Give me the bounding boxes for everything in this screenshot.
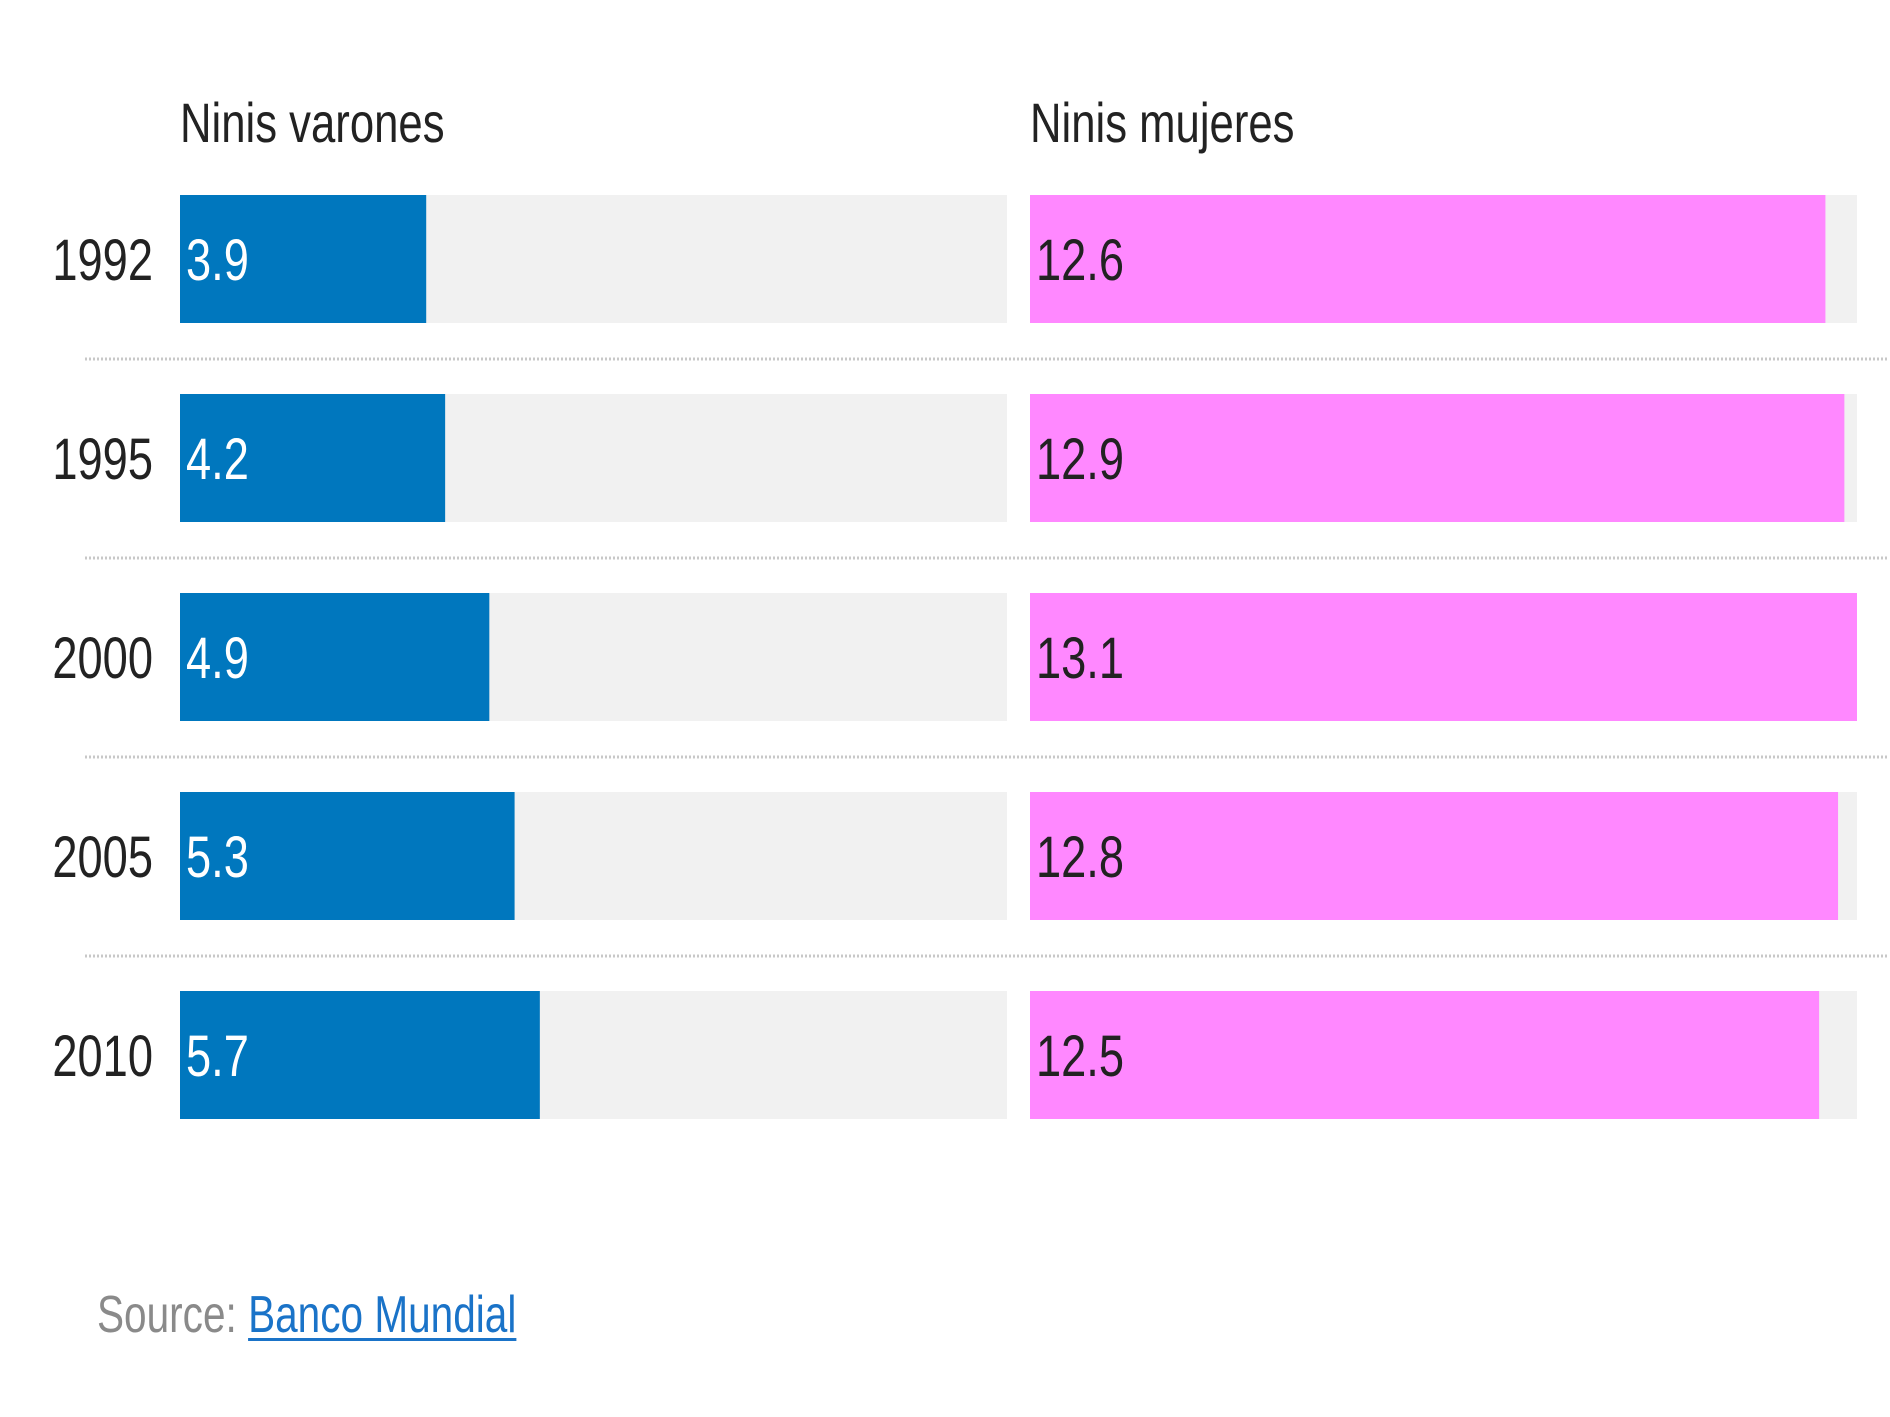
bar-value-label-varones: 4.2 (186, 428, 249, 493)
bar-varones (180, 394, 446, 522)
bar-mujeres (1030, 593, 1857, 721)
bar-value-label-mujeres: 13.1 (1036, 627, 1124, 692)
bar-mujeres (1030, 195, 1826, 323)
panel-title-varones: Ninis varones (180, 92, 445, 154)
bar-varones (180, 792, 515, 920)
bar-value-label-mujeres: 12.8 (1036, 826, 1124, 891)
bar-mujeres (1030, 991, 1820, 1119)
source-link[interactable]: Banco Mundial (248, 1286, 517, 1344)
bar-mujeres (1030, 394, 1845, 522)
year-label: 2010 (52, 1025, 153, 1090)
bar-mujeres (1030, 792, 1839, 920)
bar-varones (180, 195, 427, 323)
year-label: 1995 (52, 428, 153, 493)
panel-title-mujeres: Ninis mujeres (1030, 92, 1294, 154)
bar-varones (180, 593, 490, 721)
bar-value-label-varones: 5.3 (186, 826, 249, 891)
bar-value-label-varones: 5.7 (186, 1025, 249, 1090)
bar-value-label-varones: 3.9 (186, 229, 249, 294)
bar-value-label-mujeres: 12.6 (1036, 229, 1124, 294)
bar-value-label-mujeres: 12.5 (1036, 1025, 1124, 1090)
bar-value-label-varones: 4.9 (186, 627, 249, 692)
source-label: Source: (97, 1286, 237, 1344)
source-note: Source: Banco Mundial (97, 1285, 516, 1345)
year-label: 1992 (52, 229, 153, 294)
bar-varones (180, 991, 540, 1119)
year-label: 2005 (52, 826, 153, 891)
bar-value-label-mujeres: 12.9 (1036, 428, 1124, 493)
year-label: 2000 (52, 627, 153, 692)
